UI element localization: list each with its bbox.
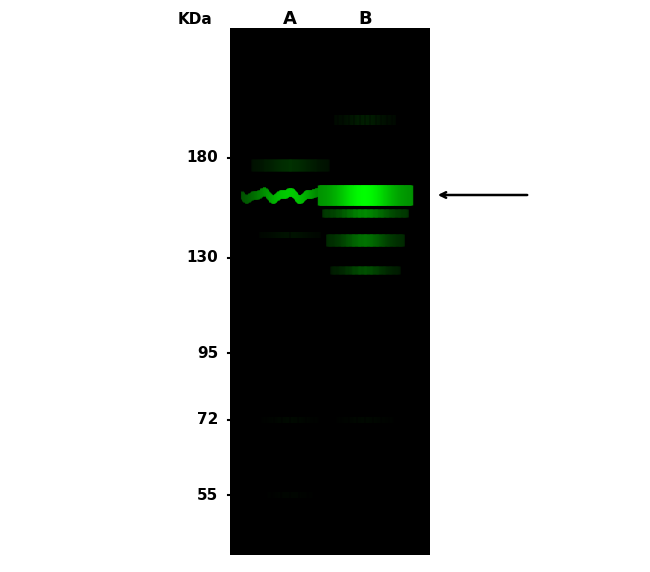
Text: A: A xyxy=(283,10,297,28)
Text: B: B xyxy=(358,10,372,28)
Text: 130: 130 xyxy=(187,251,218,265)
Text: 180: 180 xyxy=(187,150,218,165)
Text: 55: 55 xyxy=(197,487,218,502)
Text: KDa: KDa xyxy=(177,11,213,26)
Text: 72: 72 xyxy=(196,412,218,427)
Bar xyxy=(230,28,430,555)
Text: 95: 95 xyxy=(197,345,218,360)
